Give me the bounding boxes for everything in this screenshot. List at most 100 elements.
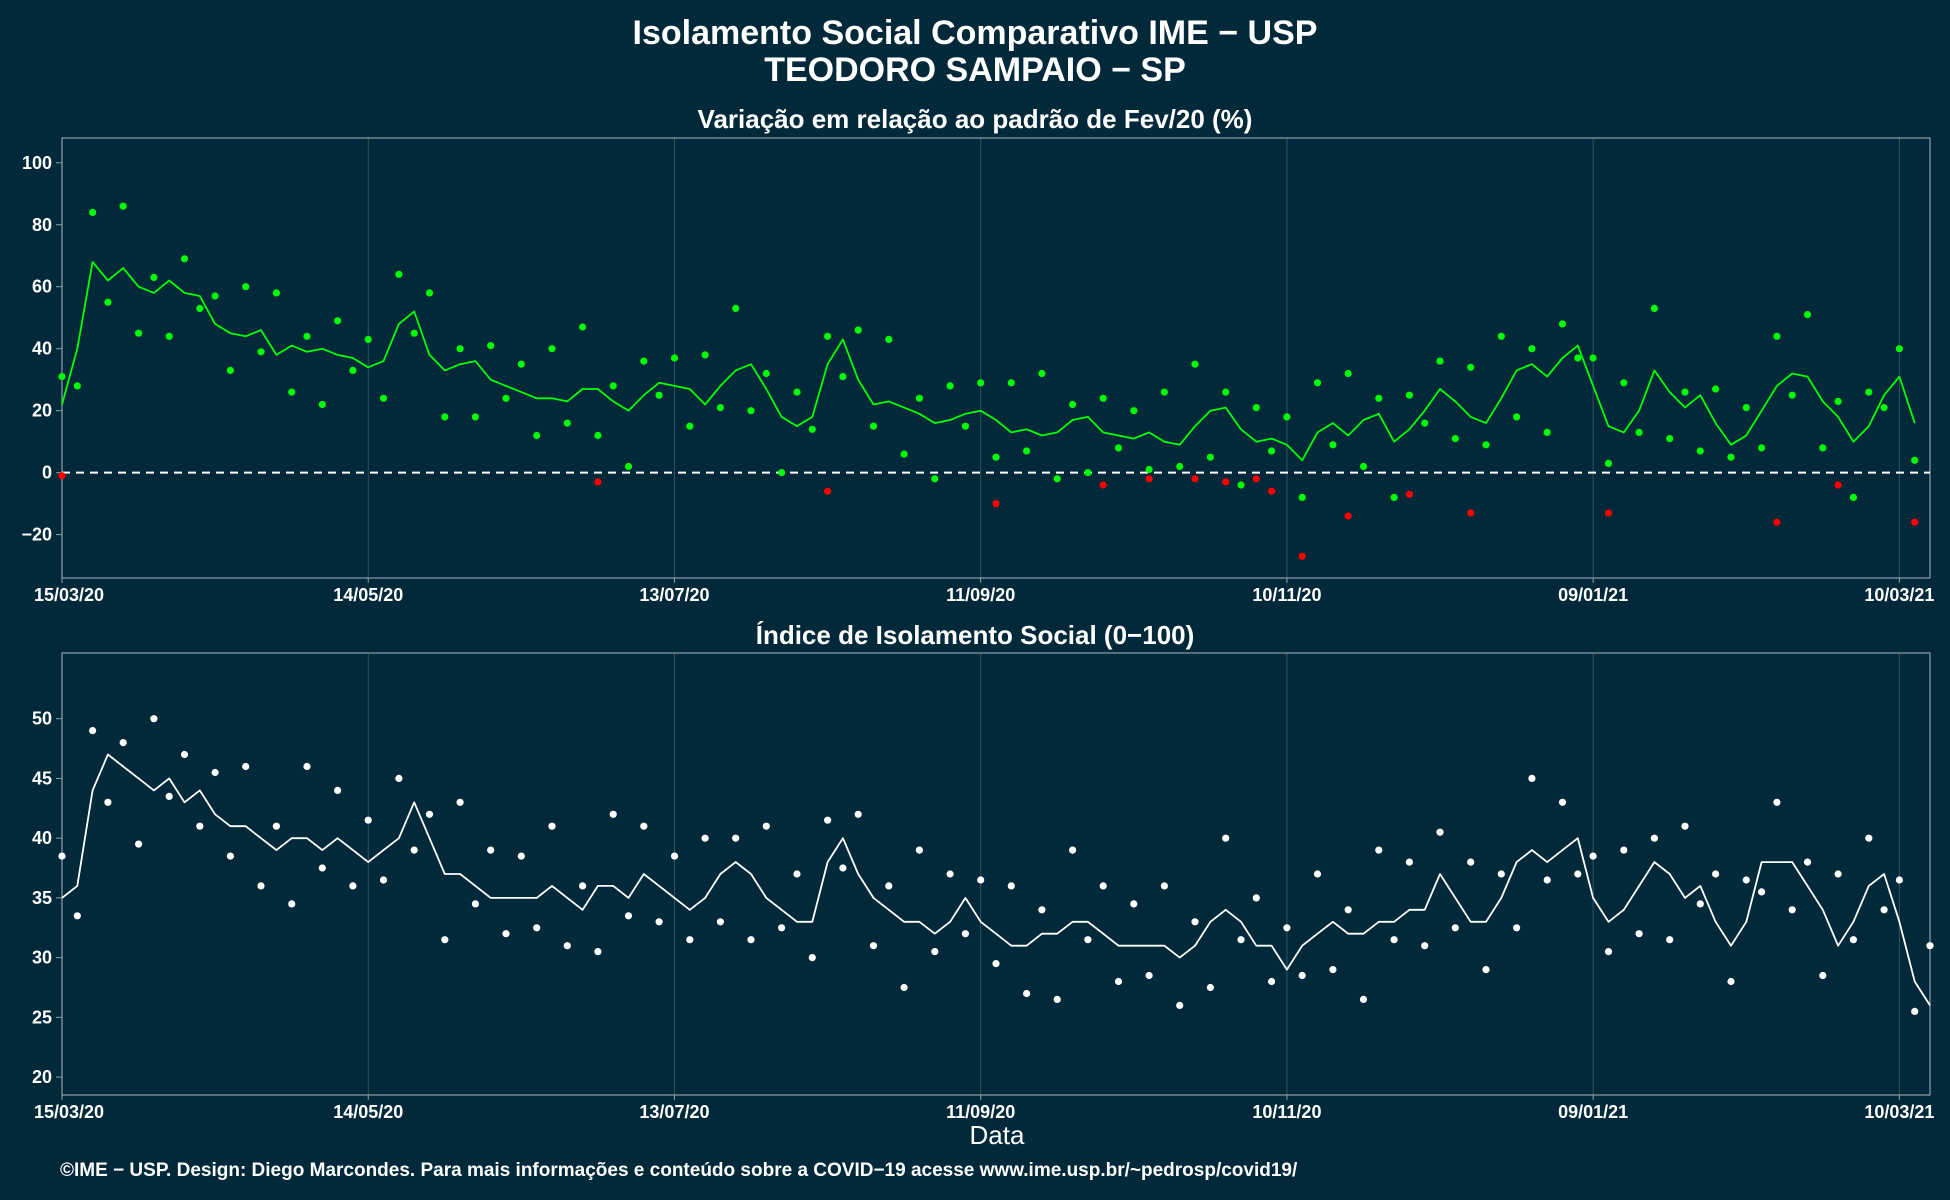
panel2-point-59 [961,930,970,938]
panel1-negative-point-6 [1191,475,1199,483]
panel2-point-11 [226,852,234,860]
panel1-point-99 [1574,354,1582,362]
panel1-point-70 [1130,407,1138,415]
panel1-point-8 [180,255,189,263]
panel2-point-32 [548,822,556,830]
panel2-point-31 [533,924,541,932]
panel1-point-24 [425,289,434,297]
panel2-point-70 [1130,900,1138,908]
panel1-point-45 [747,407,755,415]
panel1-point-20 [364,335,372,343]
panel2-point-108 [1712,870,1720,878]
panel2-point-14 [272,822,280,830]
panel2-point-118 [1865,834,1873,842]
panel2-point-64 [1038,906,1046,914]
panel1-point-89 [1421,419,1429,427]
panel1-point-68 [1099,394,1107,402]
panel2-point-22 [395,774,403,783]
panel2-point-120 [1895,876,1903,884]
panel2-point-30 [517,852,525,860]
panel2-point-21 [379,876,388,884]
panel1-negative-point-17 [1911,518,1919,526]
panel2-point-92 [1467,858,1475,866]
panel1-point-85 [1359,462,1368,471]
panel2-point-33 [563,942,571,950]
panel2-point-40 [670,852,679,860]
panel1-point-120 [1895,345,1903,353]
panel1-moving-average-line [61,261,1916,462]
panel2-xtick-label-0: 15/03/20 [34,1102,104,1122]
panel1-point-115 [1819,444,1827,452]
panel1-point-16 [303,332,311,340]
panel2-xtick-label-2: 13/07/20 [639,1102,709,1122]
panel2-point-101 [1604,948,1613,956]
panel2-ytick-label-1: 25 [32,1007,52,1027]
panel2-point-29 [502,930,510,938]
panel2-xtick-label-3: 11/09/20 [946,1102,1015,1122]
panel1-point-88 [1405,391,1413,399]
panel1-point-14 [272,289,280,297]
panel1-point-82 [1313,379,1322,387]
panel1-point-107 [1696,447,1704,455]
panel1-ytick-label-2: 20 [32,401,52,421]
panel1-point-97 [1543,428,1551,436]
panel2-point-95 [1513,924,1521,932]
panel1-point-102 [1620,379,1628,387]
panel2-point-28 [487,846,495,854]
panel2-point-87 [1390,936,1398,944]
panel1-point-17 [318,400,326,409]
panel2-point-73 [1176,1001,1184,1010]
panel1-point-2 [89,208,97,216]
panel1-point-84 [1344,369,1352,378]
panel2-point-106 [1681,822,1689,830]
panel1-point-51 [839,373,847,381]
panel1-ytick-label-3: 40 [32,339,52,359]
panel2-point-82 [1313,870,1322,878]
panel2-xtick-label-6: 10/03/21 [1864,1102,1934,1122]
panel1-point-79 [1268,447,1276,455]
footer-credit: ©IME − USP. Design: Diego Marcondes. Par… [60,1160,1298,1181]
panel2-point-104 [1650,834,1658,842]
panel2-point-39 [655,918,663,926]
panel2-point-44 [732,834,740,842]
panel2-point-41 [686,936,694,944]
panel2-point-54 [885,882,893,890]
panel1-negative-point-2 [824,487,832,495]
panel1-point-37 [624,462,633,471]
panel1-point-60 [977,379,985,387]
panel2-point-6 [150,715,158,723]
panel1-point-57 [931,475,939,483]
panel1-point-64 [1038,369,1046,378]
panel1-point-50 [824,332,832,340]
panel2-point-88 [1405,858,1413,866]
panel1-point-33 [563,419,571,427]
panel2-point-109 [1727,977,1735,986]
panel1-point-110 [1742,404,1750,412]
panel1-point-31 [533,431,541,440]
panel2-point-8 [180,750,189,759]
panel1-ytick-label-5: 80 [32,215,52,235]
panel2-point-79 [1268,977,1276,986]
panel1-point-104 [1650,304,1658,312]
panel2-point-60 [977,876,985,884]
panel1-point-116 [1834,397,1842,405]
panel2-moving-average-line [61,753,1931,1006]
panel2-point-62 [1007,882,1015,890]
panel2-ytick-label-3: 35 [32,888,52,908]
panel2-point-86 [1375,846,1383,854]
panel1-point-41 [686,422,694,430]
panel1-point-23 [410,329,418,337]
panel2-point-67 [1084,936,1092,944]
panel1-point-87 [1390,493,1398,501]
panel2-point-112 [1773,798,1781,806]
panel1-xtick-label-5: 09/01/21 [1558,585,1628,605]
panel2-point-115 [1819,971,1827,980]
panel2-point-68 [1099,882,1107,890]
panel1-negative-point-0 [58,472,66,480]
panel1-point-7 [165,332,173,340]
panel2-point-46 [762,822,770,830]
panel2-title: Índice de Isolamento Social (0−100) [756,620,1195,650]
panel-variation: −20 0 20 40 60 80 100 15/03/20 14/05/20 13/07/20 1… [21,137,1934,605]
panel2-point-72 [1160,882,1168,890]
panel1-negative-point-5 [1145,475,1153,483]
